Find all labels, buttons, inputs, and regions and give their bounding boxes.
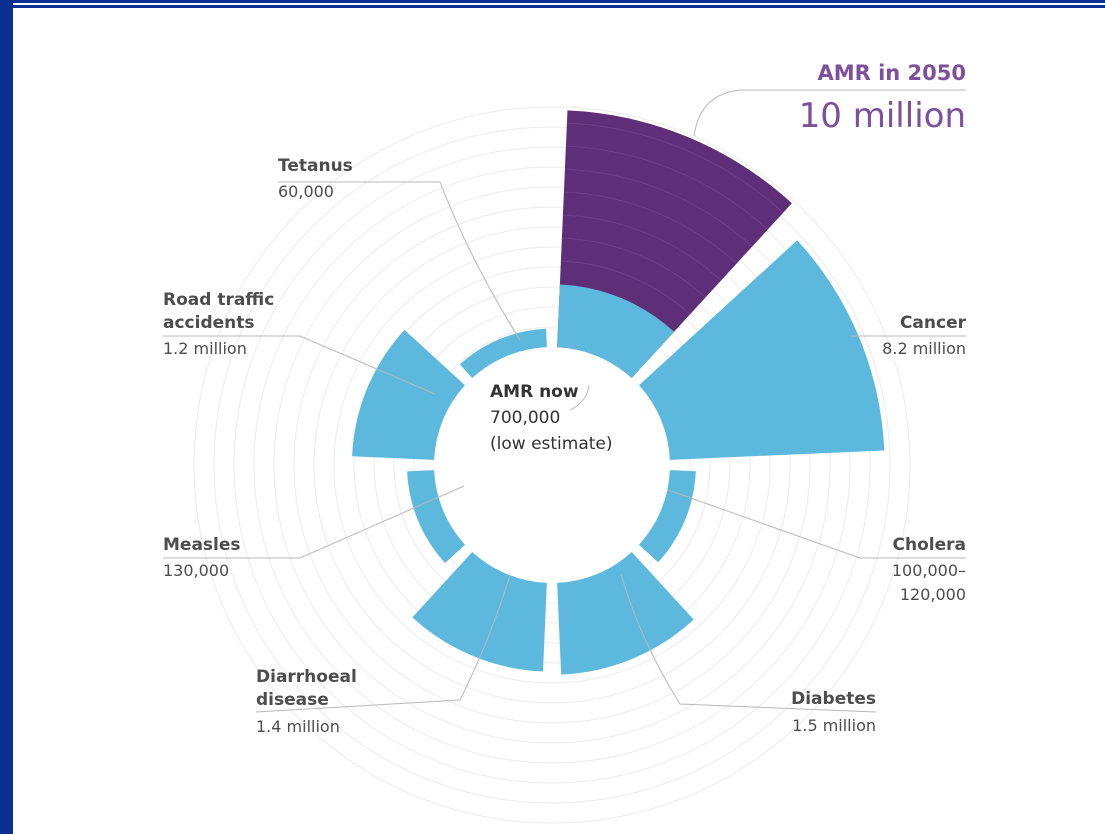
diabetes-value: 1.5 million: [792, 716, 876, 735]
road-title-2: accidents: [163, 313, 255, 333]
grid-ring: [393, 306, 711, 624]
top-border: [0, 0, 1105, 8]
grid-ring: [373, 286, 731, 644]
leader-diabetes: [620, 573, 877, 713]
bar-diabetes: [557, 551, 694, 675]
bar-cholera: [638, 470, 696, 563]
center-note: (low estimate): [490, 434, 613, 454]
tetanus-value: 60,000: [278, 182, 334, 201]
grid-ring: [413, 326, 691, 604]
center-title: AMR now: [490, 382, 579, 402]
grid-ring: [353, 266, 751, 664]
top-border-line: [13, 3, 1105, 5]
leader-amr-2050: [693, 89, 966, 137]
chart-frame: [13, 8, 1105, 834]
grid-ring: [273, 186, 831, 744]
leader-measles: [163, 485, 465, 559]
diabetes-title: Diabetes: [791, 689, 876, 709]
amr-2050-value: 10 million: [799, 96, 966, 136]
road-value: 1.2 million: [163, 339, 247, 358]
measles-value: 130,000: [163, 561, 229, 580]
bar-road-traffic-accidents: [352, 329, 466, 460]
bar-tetanus: [459, 328, 547, 379]
grid-ring: [293, 206, 811, 724]
leader-amr-now: [569, 384, 590, 411]
bar-amr-now: [557, 284, 675, 379]
grid-ring: [313, 226, 791, 704]
amr-2050-title: AMR in 2050: [817, 61, 966, 85]
leader-diarrhoeal: [255, 574, 511, 713]
grid-ring: [333, 246, 771, 684]
grid-ring: [193, 106, 911, 824]
grid-ring: [213, 126, 891, 804]
bar-measles: [407, 470, 466, 563]
bars: [352, 110, 885, 675]
diarrhoeal-title-2: disease: [256, 690, 329, 710]
grid-rings: [193, 106, 911, 824]
bar-cancer: [638, 240, 885, 460]
diarrhoeal-title-1: Diarrhoeal: [256, 667, 357, 687]
cancer-title: Cancer: [900, 313, 967, 333]
grid-ring: [253, 166, 851, 764]
leader-tetanus: [278, 181, 521, 341]
road-title-1: Road traffic: [163, 290, 274, 310]
cancer-value: 8.2 million: [882, 339, 966, 358]
tetanus-title: Tetanus: [278, 156, 353, 176]
bar-diarrhoeal-disease: [412, 551, 547, 672]
measles-title: Measles: [163, 535, 241, 555]
leader-road: [163, 335, 436, 395]
leader-cholera: [667, 489, 966, 559]
leader-lines: [163, 89, 966, 713]
center-value: 700,000: [490, 408, 560, 428]
cholera-value-2: 120,000: [900, 585, 966, 604]
cholera-title: Cholera: [893, 535, 966, 555]
diarrhoeal-value: 1.4 million: [256, 717, 340, 736]
cholera-value: 100,000–: [892, 561, 966, 580]
grid-ring: [233, 146, 871, 784]
